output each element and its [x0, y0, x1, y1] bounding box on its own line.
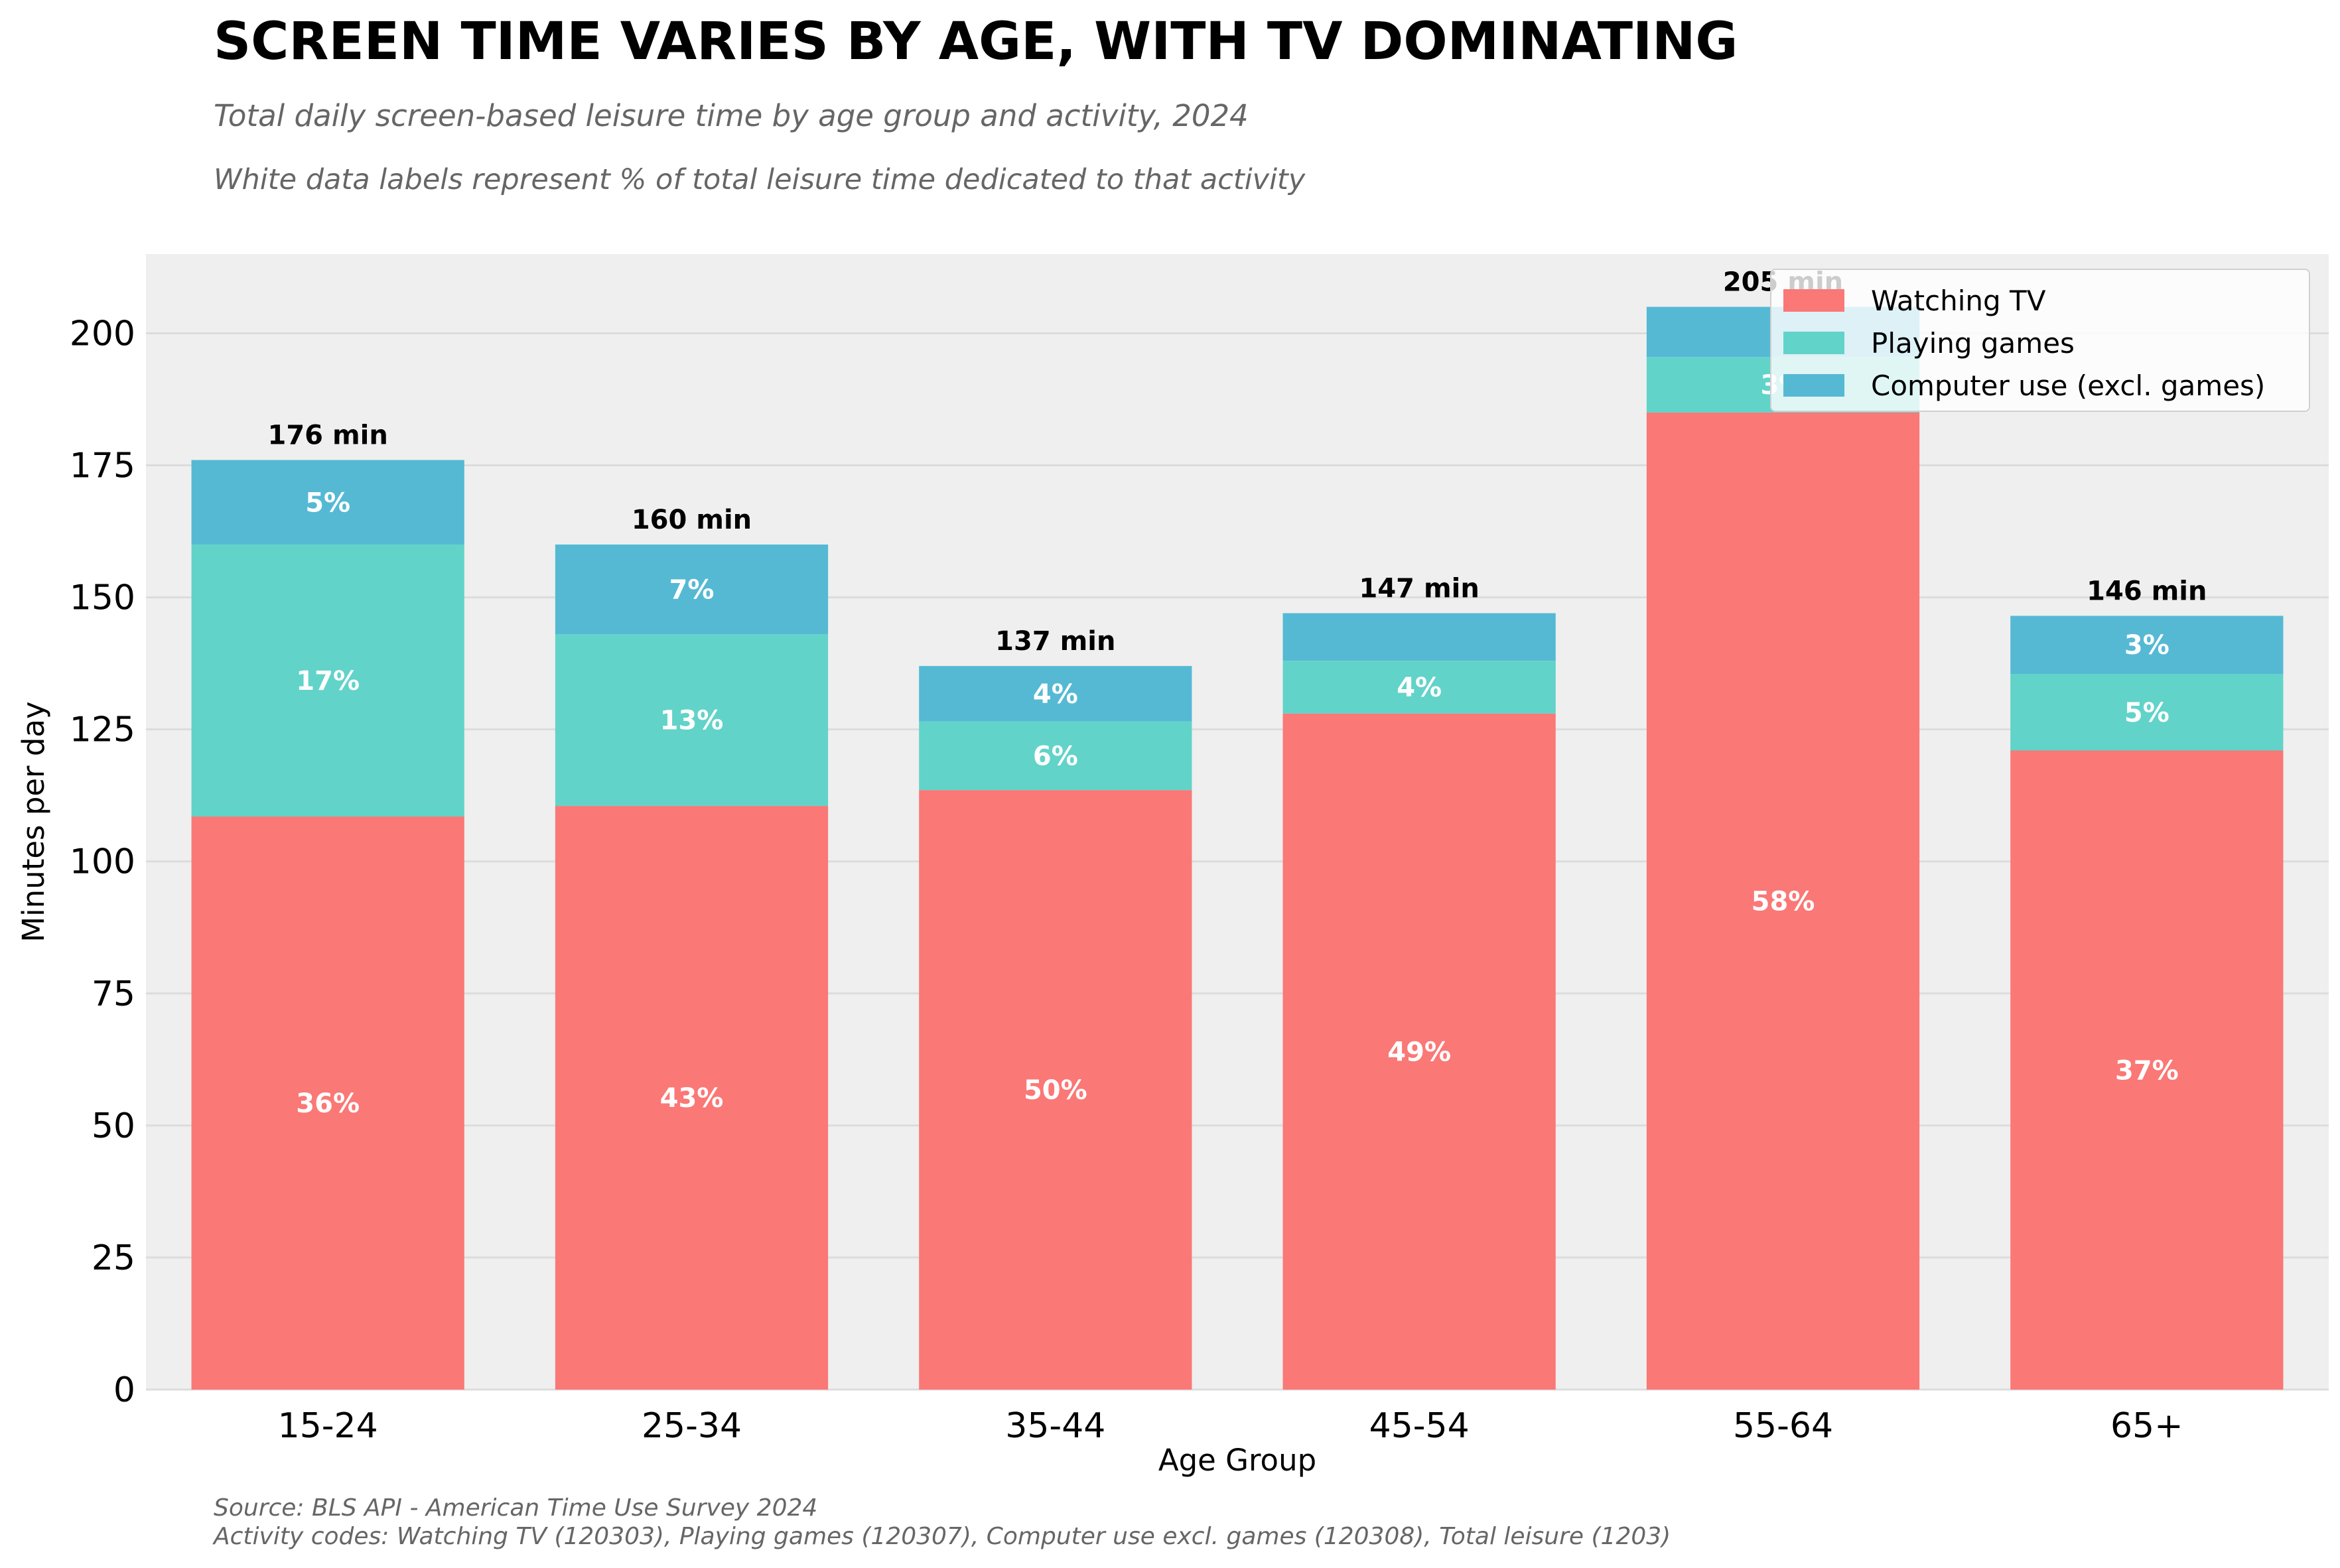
- footer-source: Source: BLS API - American Time Use Surv…: [214, 1494, 818, 1522]
- x-tick-label: 15-24: [278, 1406, 378, 1446]
- bar-segment: [191, 817, 464, 1390]
- bar-segment: [555, 634, 829, 807]
- chart-subtitle: Total daily screen-based leisure time by…: [214, 98, 1249, 133]
- legend-item-playing-games: Playing games: [1783, 323, 2075, 363]
- total-label: 147 min: [1359, 573, 1480, 604]
- data-label: 4%: [1397, 673, 1442, 703]
- bar-segment: [919, 666, 1192, 722]
- y-tick-label: 150: [70, 578, 135, 618]
- bar-segment: [1646, 412, 1920, 1390]
- bar-segment: [555, 544, 829, 635]
- plot-background: [146, 254, 2329, 1390]
- x-axis-label: Age Group: [1158, 1443, 1316, 1478]
- y-tick-label: 200: [70, 314, 135, 354]
- data-label: 4%: [1033, 679, 1078, 710]
- total-label: 137 min: [995, 626, 1115, 657]
- legend-label: Playing games: [1871, 326, 2075, 359]
- y-axis-label: Minutes per day: [16, 701, 51, 942]
- y-tick-label: 75: [92, 974, 135, 1014]
- legend-swatch: [1783, 332, 1844, 354]
- y-tick-label: 175: [70, 446, 135, 486]
- bar-segment: [2010, 674, 2284, 751]
- x-tick-label: 55-64: [1733, 1406, 1833, 1446]
- data-label: 5%: [305, 488, 350, 518]
- total-label: 176 min: [268, 421, 388, 451]
- legend-item-computer-use: Computer use (excl. games): [1783, 365, 2265, 405]
- footer-activity-codes: Activity codes: Watching TV (120303), Pl…: [214, 1523, 1671, 1550]
- data-label: 6%: [1033, 741, 1078, 771]
- chart-legend: Watching TV Playing games Computer use (…: [1770, 269, 2310, 412]
- total-label: 160 min: [632, 505, 752, 535]
- legend-label: Computer use (excl. games): [1871, 369, 2266, 402]
- data-label: 43%: [660, 1083, 724, 1114]
- bar-segment: [191, 460, 464, 545]
- data-label: 17%: [296, 666, 360, 696]
- data-label: 7%: [669, 575, 715, 606]
- y-tick-label: 125: [70, 710, 135, 750]
- chart-title: SCREEN TIME VARIES BY AGE, WITH TV DOMIN…: [214, 12, 1738, 72]
- data-label: 3%: [2124, 630, 2169, 661]
- legend-swatch: [1783, 289, 1844, 312]
- bar-segment: [555, 806, 829, 1390]
- data-label: 5%: [2124, 698, 2169, 728]
- y-tick-label: 50: [92, 1106, 135, 1146]
- legend-swatch: [1783, 374, 1844, 397]
- bar-segment: [2010, 750, 2284, 1390]
- x-tick-label: 35-44: [1005, 1406, 1105, 1446]
- bar-segment: [1282, 713, 1556, 1390]
- data-label: 49%: [1387, 1037, 1451, 1067]
- legend-item-watching-tv: Watching TV: [1783, 281, 2045, 320]
- bar-segment: [919, 721, 1192, 791]
- data-label: 36%: [296, 1088, 360, 1119]
- data-label: 58%: [1752, 886, 1815, 917]
- bar-segment: [1282, 613, 1556, 661]
- y-tick-label: 100: [70, 842, 135, 882]
- x-tick-label: 25-34: [642, 1406, 742, 1446]
- chart-note: White data labels represent % of total l…: [214, 163, 1306, 196]
- data-label: 37%: [2115, 1055, 2179, 1086]
- legend-label: Watching TV: [1871, 284, 2046, 317]
- x-tick-label: 45-54: [1369, 1406, 1470, 1446]
- x-tick-label: 65+: [2110, 1406, 2183, 1446]
- data-label: 50%: [1024, 1075, 1087, 1106]
- bar-segment: [2010, 616, 2284, 675]
- bar-segment: [919, 790, 1192, 1390]
- bar-segment: [191, 544, 464, 817]
- y-tick-label: 25: [92, 1238, 135, 1278]
- total-label: 146 min: [2087, 576, 2207, 606]
- y-tick-label: 0: [113, 1370, 135, 1410]
- bar-segment: [1282, 661, 1556, 714]
- data-label: 13%: [660, 706, 724, 736]
